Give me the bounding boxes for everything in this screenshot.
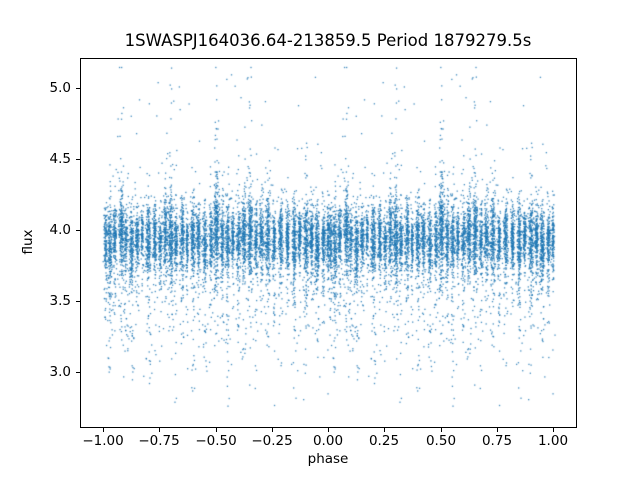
y-tick-mark xyxy=(76,159,80,160)
x-tick-label: −0.25 xyxy=(251,433,293,449)
y-tick-mark xyxy=(76,230,80,231)
x-tick-mark xyxy=(159,428,160,432)
y-tick-mark xyxy=(76,88,80,89)
x-tick-mark xyxy=(384,428,385,432)
x-tick-mark xyxy=(441,428,442,432)
y-tick-label: 3.0 xyxy=(49,364,71,380)
x-tick-mark xyxy=(103,428,104,432)
x-tick-mark xyxy=(272,428,273,432)
y-tick-mark xyxy=(76,372,80,373)
scatter-points-canvas xyxy=(81,59,576,427)
x-tick-mark xyxy=(328,428,329,432)
x-tick-label: 0.25 xyxy=(368,433,400,449)
y-tick-mark xyxy=(76,301,80,302)
x-tick-label: 1.00 xyxy=(537,433,569,449)
x-tick-label: 0.00 xyxy=(312,433,344,449)
x-tick-label: 0.75 xyxy=(481,433,513,449)
x-tick-label: 0.50 xyxy=(425,433,457,449)
x-tick-label: −1.00 xyxy=(82,433,124,449)
plot-area xyxy=(80,58,577,428)
x-axis-label: phase xyxy=(307,451,349,467)
x-tick-label: −0.75 xyxy=(138,433,180,449)
y-tick-label: 5.0 xyxy=(49,80,71,96)
x-tick-mark xyxy=(497,428,498,432)
y-tick-label: 4.0 xyxy=(49,222,71,238)
y-axis-label: flux xyxy=(20,229,36,255)
y-tick-label: 3.5 xyxy=(49,293,71,309)
chart-title: 1SWASPJ164036.64-213859.5 Period 1879279… xyxy=(124,31,532,50)
x-tick-label: −0.50 xyxy=(195,433,237,449)
x-tick-mark xyxy=(216,428,217,432)
y-tick-label: 4.5 xyxy=(49,151,71,167)
x-tick-mark xyxy=(553,428,554,432)
